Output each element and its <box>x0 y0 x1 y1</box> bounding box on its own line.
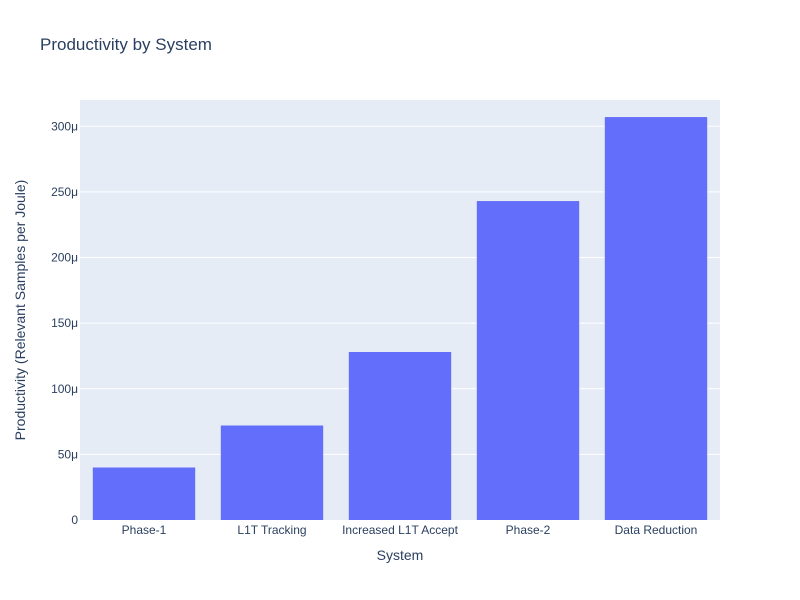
x-tick-label: Phase-1 <box>122 523 167 537</box>
x-tick-label: Phase-2 <box>506 523 551 537</box>
bar-data-reduction[interactable] <box>604 117 708 520</box>
y-tick-label: 50μ <box>58 447 78 461</box>
y-tick-label: 150μ <box>51 316 78 330</box>
x-tick-label: Increased L1T Accept <box>342 523 459 537</box>
x-axis-title: System <box>377 547 424 563</box>
bar-l1t-tracking[interactable] <box>220 425 324 521</box>
x-tick-label: Data Reduction <box>615 523 698 537</box>
bars <box>92 117 708 521</box>
bar-phase-1[interactable] <box>92 467 196 521</box>
y-tick-label: 100μ <box>51 382 78 396</box>
chart-title: Productivity by System <box>40 35 212 54</box>
y-axis-title: Productivity (Relevant Samples per Joule… <box>12 180 28 441</box>
bar-increased-l1t-accept[interactable] <box>348 352 452 520</box>
y-axis-ticks: 0 50μ 100μ 150μ 200μ 250μ 300μ <box>51 119 78 527</box>
y-tick-label: 0 <box>71 513 78 527</box>
y-tick-label: 250μ <box>51 185 78 199</box>
y-tick-label: 200μ <box>51 251 78 265</box>
x-axis-ticks: Phase-1 L1T Tracking Increased L1T Accept P… <box>122 523 698 537</box>
y-tick-label: 300μ <box>51 119 78 133</box>
bar-phase-2[interactable] <box>476 201 580 520</box>
x-tick-label: L1T Tracking <box>237 523 306 537</box>
